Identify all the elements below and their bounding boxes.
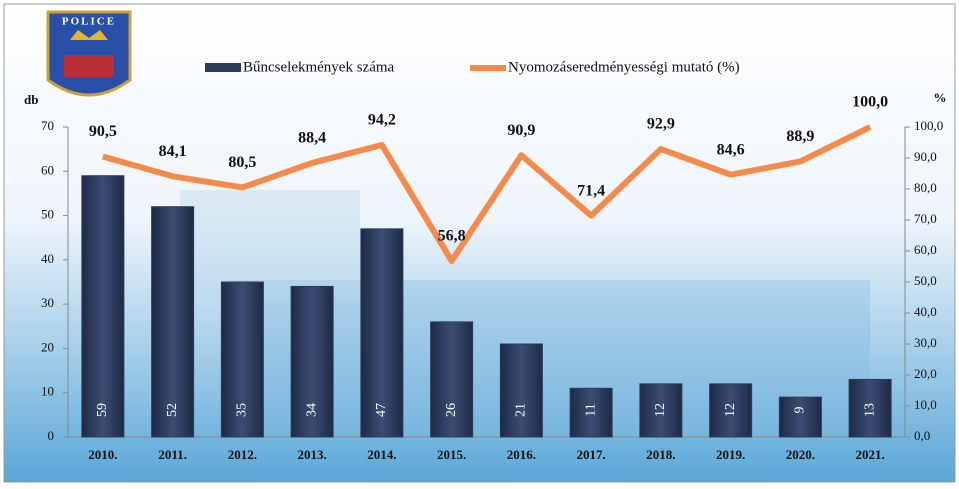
line-value-label: 94,2 xyxy=(368,112,396,129)
y2-tick-label: 80,0 xyxy=(914,180,937,195)
line-value-label: 80,5 xyxy=(228,154,256,171)
x-tick-label: 2013. xyxy=(298,447,327,462)
legend-label: Nyomozáseredményességi mutató (%) xyxy=(508,59,740,75)
bar-value-label: 35 xyxy=(235,403,250,417)
x-tick-label: 2017. xyxy=(577,447,606,462)
logo-crown xyxy=(70,30,108,40)
background-building xyxy=(230,280,870,440)
y2-tick-label: 20,0 xyxy=(914,366,937,381)
x-tick-label: 2021. xyxy=(856,447,885,462)
y-tick-label: 40 xyxy=(41,251,54,266)
y-tick-label: 30 xyxy=(41,295,54,310)
line xyxy=(102,124,872,264)
line-value-label: 88,9 xyxy=(786,128,814,145)
line-value-label: 92,9 xyxy=(647,116,675,133)
y2-tick-label: 30,0 xyxy=(914,335,937,350)
bar-value-label: 21 xyxy=(514,403,529,417)
x-tick-label: 2019. xyxy=(716,447,745,462)
bar-value-label: 47 xyxy=(374,403,389,417)
y2-tick-label: 0,0 xyxy=(914,428,930,443)
y2-tick-label: 70,0 xyxy=(914,211,937,226)
bar-value-label: 13 xyxy=(862,403,877,417)
y-tick-label: 70 xyxy=(41,118,54,133)
line-value-label: 71,4 xyxy=(577,182,605,199)
bar xyxy=(569,387,613,438)
logo: POLICE xyxy=(46,10,132,97)
bar-value-label: 9 xyxy=(793,407,808,414)
bar xyxy=(360,228,404,438)
logo-text: POLICE xyxy=(62,16,116,28)
bar xyxy=(430,321,474,438)
x-tick-label: 2016. xyxy=(507,447,536,462)
line-value-label: 84,1 xyxy=(159,143,187,160)
bar xyxy=(499,343,543,438)
x-tick-label: 2010. xyxy=(88,447,117,462)
x-tick-label: 2018. xyxy=(646,447,675,462)
y2-tick-label: 60,0 xyxy=(914,242,937,257)
y-axis-label: db xyxy=(24,92,38,107)
background-building xyxy=(180,190,360,300)
y-tick-label: 50 xyxy=(41,207,54,222)
bar-value-label: 52 xyxy=(165,403,180,417)
y2-tick-label: 100,0 xyxy=(914,118,943,133)
y2-axis-label: % xyxy=(934,90,947,105)
legend-label: Bűncselekmények száma xyxy=(243,59,395,75)
y-tick-label: 20 xyxy=(41,339,54,354)
x-tick-label: 2020. xyxy=(786,447,815,462)
bar xyxy=(151,206,195,438)
x-tick-label: 2015. xyxy=(437,447,466,462)
line-value-label: 100,0 xyxy=(852,94,888,111)
bar-value-label: 59 xyxy=(95,403,110,417)
line-value-label: 88,4 xyxy=(298,130,326,147)
y-tick-label: 10 xyxy=(41,384,54,399)
bar xyxy=(848,378,892,438)
bar-value-label: 12 xyxy=(723,403,738,417)
line-value-label: 90,5 xyxy=(89,123,117,140)
bar xyxy=(81,175,125,438)
y2-tick-label: 50,0 xyxy=(914,273,937,288)
bar-value-label: 11 xyxy=(583,403,598,416)
bar xyxy=(778,396,822,438)
y-tick-label: 0 xyxy=(48,428,55,443)
bar-value-label: 34 xyxy=(304,403,319,417)
y2-tick-label: 10,0 xyxy=(914,397,937,412)
bar-value-label: 12 xyxy=(653,403,668,417)
legend-swatch xyxy=(205,63,241,72)
y2-tick-label: 90,0 xyxy=(914,149,937,164)
bar xyxy=(220,281,264,438)
line-value-label: 90,9 xyxy=(507,122,535,139)
bar xyxy=(639,383,683,438)
y2-tick-label: 40,0 xyxy=(914,304,937,319)
line-value-label: 56,8 xyxy=(438,228,466,245)
line-value-label: 84,6 xyxy=(717,141,745,158)
x-tick-label: 2014. xyxy=(367,447,396,462)
bar xyxy=(709,383,753,438)
bar xyxy=(290,285,334,438)
x-tick-label: 2012. xyxy=(228,447,257,462)
y-tick-label: 60 xyxy=(41,162,54,177)
x-tick-label: 2011. xyxy=(158,447,187,462)
logo-emblem xyxy=(64,55,114,77)
bar-value-label: 26 xyxy=(444,403,459,417)
